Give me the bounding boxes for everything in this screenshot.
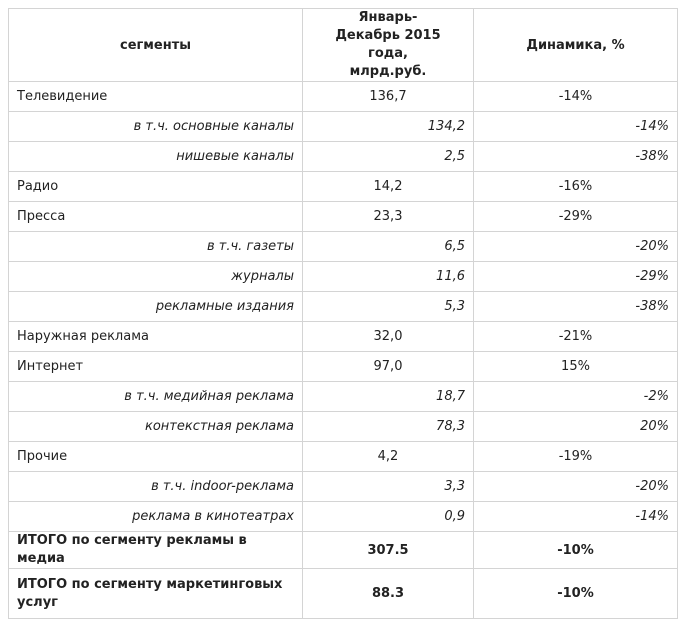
table-cell: 4,2 [302, 441, 474, 472]
table-cell: Интернет [8, 351, 303, 382]
table-cell: Наружная реклама [8, 321, 303, 352]
table-cell: 78,3 [302, 411, 474, 442]
table-cell: -38% [473, 141, 678, 172]
table-body: Телевидение 136,7 -14% в т.ч. основные кана… [8, 81, 678, 619]
table-row: в т.ч. газеты 6,5 -20% [8, 231, 678, 262]
table-cell: -19% [473, 441, 678, 472]
table-cell: -20% [473, 471, 678, 502]
header-cell: Январь-Декабрь 2015 года, млрд.руб. [302, 8, 474, 82]
table-cell: 23,3 [302, 201, 474, 232]
table-row: Телевидение 136,7 -14% [8, 81, 678, 112]
table-cell: 2,5 [302, 141, 474, 172]
table-cell: 134,2 [302, 111, 474, 142]
table-cell: -21% [473, 321, 678, 352]
table-row: Интернет 97,0 15% [8, 351, 678, 382]
table-cell: 32,0 [302, 321, 474, 352]
table-cell: Телевидение [8, 81, 303, 112]
table-row: в т.ч. медийная реклама 18,7 -2% [8, 381, 678, 412]
table-cell: контекстная реклама [8, 411, 303, 442]
table-cell: в т.ч. газеты [8, 231, 303, 262]
table-cell: 3,3 [302, 471, 474, 502]
table-cell: 136,7 [302, 81, 474, 112]
table-cell: -20% [473, 231, 678, 262]
table-cell: рекламные издания [8, 291, 303, 322]
table-cell: 6,5 [302, 231, 474, 262]
table-cell: реклама в кинотеатрах [8, 501, 303, 532]
table-row: ИТОГО по сегменту маркетинговых услуг 88.… [8, 568, 678, 619]
table-cell: -14% [473, 111, 678, 142]
table-row: Пресса 23,3 -29% [8, 201, 678, 232]
table-cell: 11,6 [302, 261, 474, 292]
header-cell: Динамика, % [473, 8, 678, 82]
header-row: сегменты Январь-Декабрь 2015 года, млрд.… [8, 8, 678, 82]
table-cell: -16% [473, 171, 678, 202]
table-row: нишевые каналы 2,5 -38% [8, 141, 678, 172]
header-text: Январь-Декабрь 2015 года, млрд.руб. [335, 10, 441, 79]
table-row: ИТОГО по сегменту рекламы в медиа 307.5 -1… [8, 531, 678, 569]
table-cell: 88.3 [302, 568, 474, 619]
table-row: контекстная реклама 78,3 20% [8, 411, 678, 442]
table-cell: 18,7 [302, 381, 474, 412]
table-cell: -14% [473, 501, 678, 532]
table-row: журналы 11,6 -29% [8, 261, 678, 292]
table-cell: ИТОГО по сегменту рекламы в медиа [8, 531, 303, 569]
table-row: Наружная реклама 32,0 -21% [8, 321, 678, 352]
table-row: в т.ч. основные каналы 134,2 -14% [8, 111, 678, 142]
table-row: реклама в кинотеатрах 0,9 -14% [8, 501, 678, 532]
table-cell: в т.ч. основные каналы [8, 111, 303, 142]
table-row: рекламные издания 5,3 -38% [8, 291, 678, 322]
table-cell: 5,3 [302, 291, 474, 322]
table-cell: нишевые каналы [8, 141, 303, 172]
table-cell: -14% [473, 81, 678, 112]
table-cell: -10% [473, 531, 678, 569]
table-cell: 0,9 [302, 501, 474, 532]
table-cell: -10% [473, 568, 678, 619]
table-cell: 307.5 [302, 531, 474, 569]
table-cell: в т.ч. indoor-реклама [8, 471, 303, 502]
table-row: в т.ч. indoor-реклама 3,3 -20% [8, 471, 678, 502]
table-cell: 15% [473, 351, 678, 382]
table-cell: Радио [8, 171, 303, 202]
data-table: сегменты Январь-Декабрь 2015 года, млрд.… [8, 8, 678, 619]
table-cell: ИТОГО по сегменту маркетинговых услуг [8, 568, 303, 619]
table-row: Радио 14,2 -16% [8, 171, 678, 202]
table-cell: -29% [473, 261, 678, 292]
table-cell: Пресса [8, 201, 303, 232]
table-cell: Прочие [8, 441, 303, 472]
table-cell: журналы [8, 261, 303, 292]
table-row: Прочие 4,2 -19% [8, 441, 678, 472]
table-cell: -29% [473, 201, 678, 232]
table-cell: 97,0 [302, 351, 474, 382]
table-cell: в т.ч. медийная реклама [8, 381, 303, 412]
table-cell: -2% [473, 381, 678, 412]
header-cell: сегменты [8, 8, 303, 82]
table-cell: 14,2 [302, 171, 474, 202]
table-cell: -38% [473, 291, 678, 322]
table-cell: 20% [473, 411, 678, 442]
